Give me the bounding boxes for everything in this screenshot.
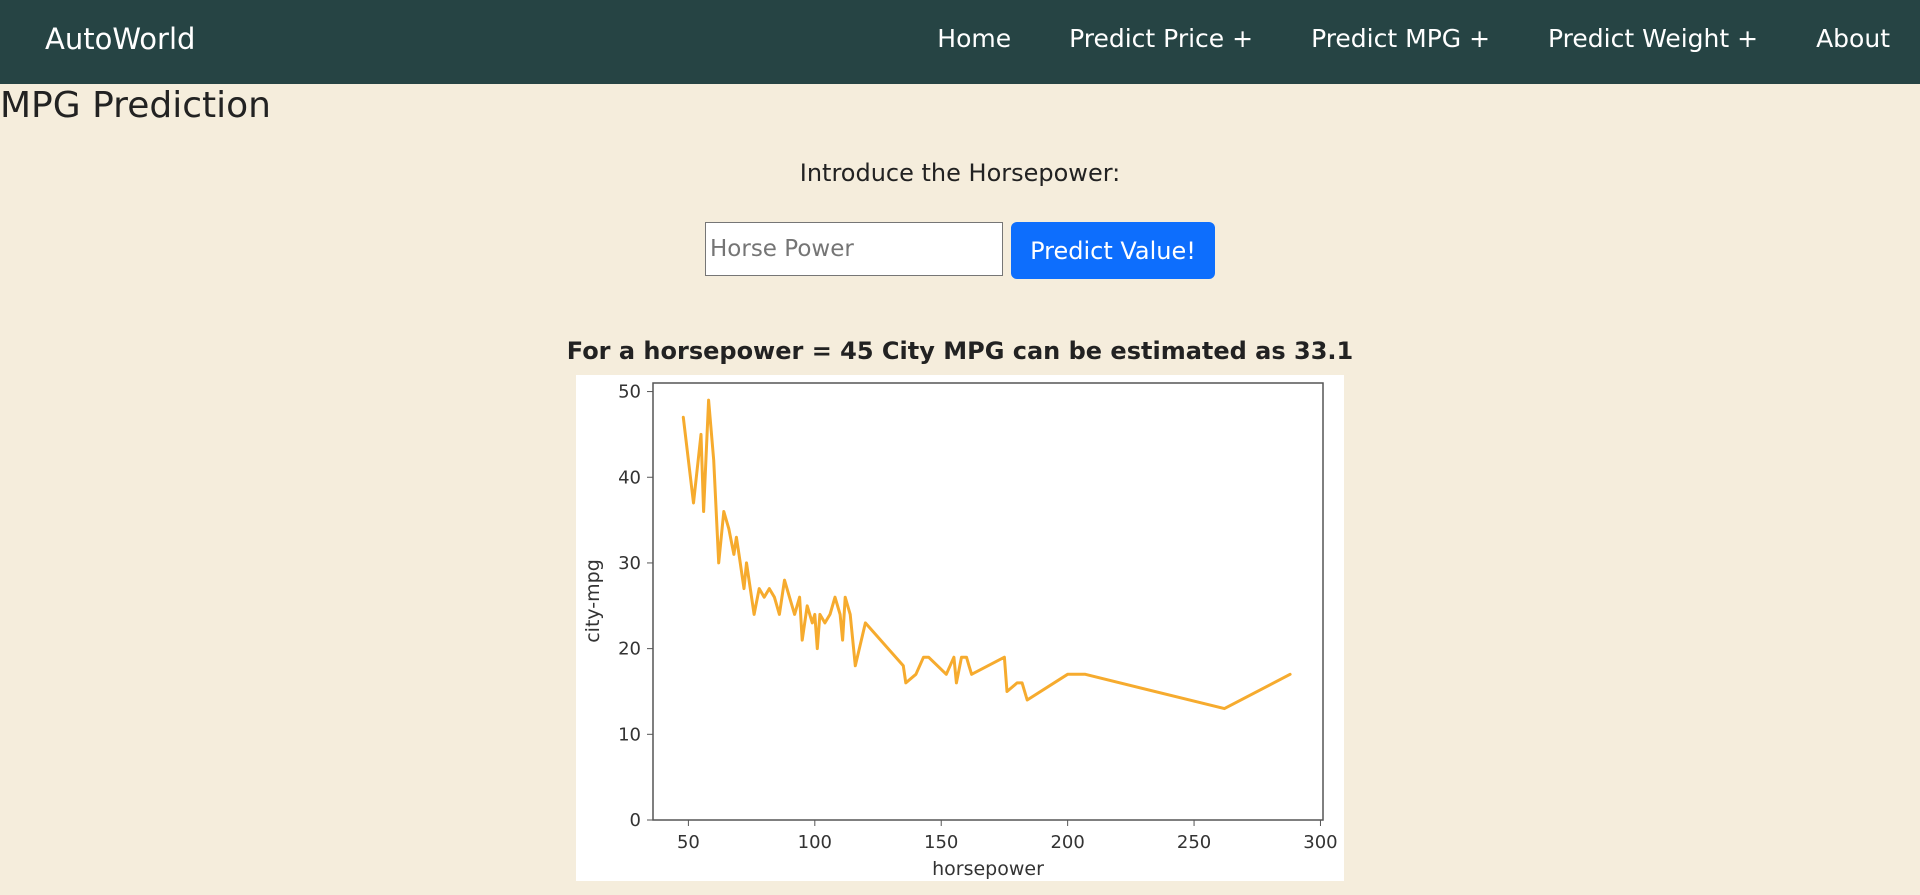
y-tick-label: 0 <box>630 810 641 831</box>
nav-item-predict-weight[interactable]: Predict Weight + <box>1548 24 1759 53</box>
mpg-chart: 50 100 150 200 250 300 0 10 20 30 40 50 horsepower … <box>576 375 1344 881</box>
brand-logo[interactable]: AutoWorld <box>45 22 196 56</box>
y-tick-label: 30 <box>618 553 641 574</box>
plot-frame <box>652 382 1324 821</box>
y-tick-label: 10 <box>618 724 641 745</box>
nav-item-about[interactable]: About <box>1816 24 1890 53</box>
nav-item-home[interactable]: Home <box>937 24 1012 53</box>
axis-ticks: 50 100 150 200 250 300 0 10 20 30 40 50 <box>618 382 1338 853</box>
x-tick-label: 250 <box>1177 832 1211 853</box>
x-tick-label: 100 <box>798 832 832 853</box>
predict-button[interactable]: Predict Value! <box>1011 222 1215 279</box>
series-layer <box>681 398 1292 711</box>
city-mpg-line <box>681 398 1292 711</box>
x-tick-label: 150 <box>924 832 958 853</box>
page-title: MPG Prediction <box>0 85 271 126</box>
y-axis-label: city-mpg <box>582 559 604 643</box>
y-tick-label: 20 <box>618 639 641 660</box>
horsepower-input[interactable] <box>705 222 1003 276</box>
nav-item-predict-mpg[interactable]: Predict MPG + <box>1311 24 1491 53</box>
x-axis-label: horsepower <box>932 858 1044 880</box>
nav-links: Home Predict Price + Predict MPG + Predi… <box>879 20 1890 58</box>
x-tick-label: 50 <box>677 832 700 853</box>
navbar: AutoWorld Home Predict Price + Predict M… <box>0 0 1920 84</box>
x-tick-label: 300 <box>1303 832 1337 853</box>
y-tick-label: 40 <box>618 467 641 488</box>
y-tick-label: 50 <box>618 382 641 403</box>
prediction-result: For a horsepower = 45 City MPG can be es… <box>566 337 1354 365</box>
horsepower-prompt: Introduce the Horsepower: <box>799 159 1121 187</box>
x-tick-label: 200 <box>1050 832 1084 853</box>
nav-item-predict-price[interactable]: Predict Price + <box>1069 24 1254 53</box>
